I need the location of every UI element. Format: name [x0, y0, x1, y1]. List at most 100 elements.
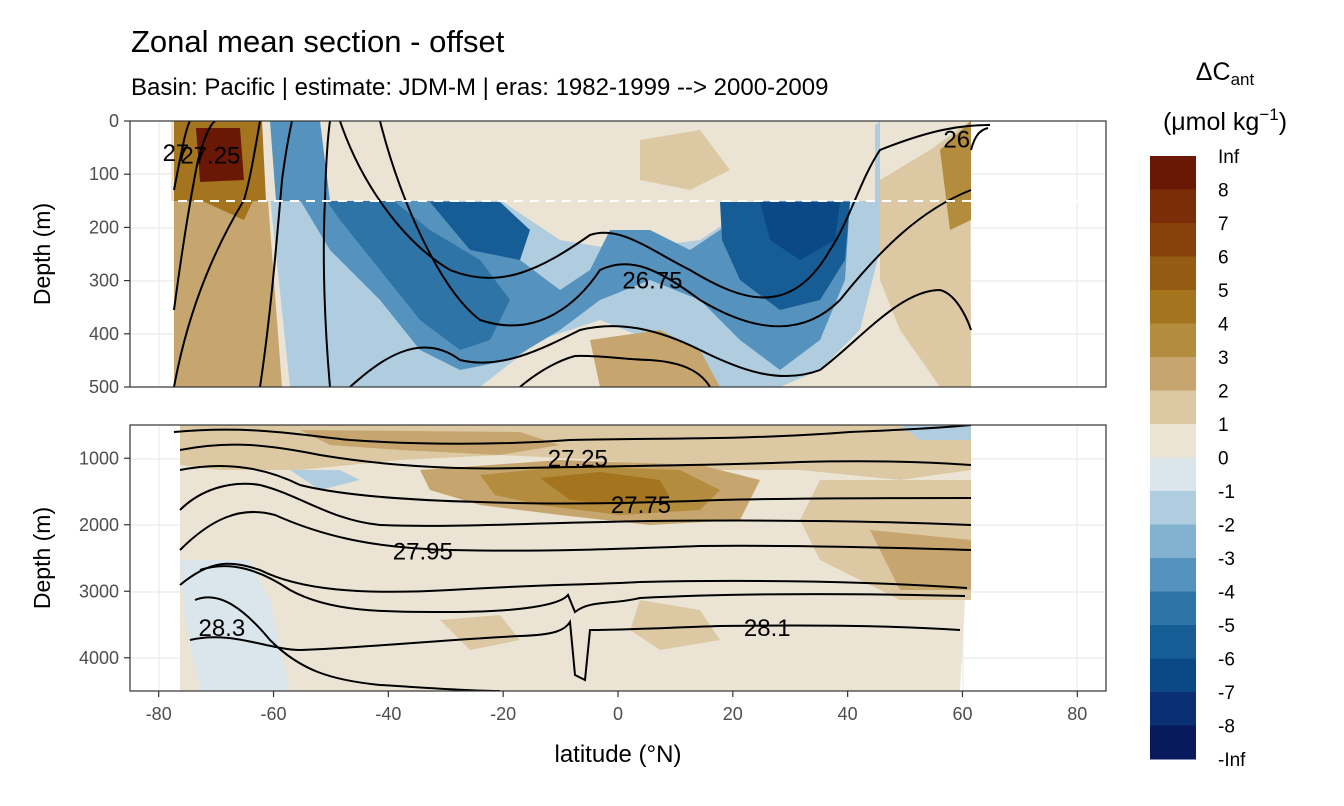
isopycnal-line	[339, 121, 991, 299]
legend-color-swatch	[1150, 323, 1196, 358]
legend-bin-label: -1	[1218, 482, 1235, 503]
field-positive-top-strong	[300, 430, 560, 455]
x-tick-label: 60	[952, 704, 972, 724]
legend-color-swatch	[1150, 457, 1196, 492]
legend-color-swatch	[1150, 357, 1196, 391]
legend-bin-label: 5	[1218, 281, 1229, 302]
legend-units-end: )	[1279, 108, 1287, 136]
y-tick-label: 0	[109, 111, 119, 131]
legend-color-swatch	[1150, 156, 1196, 190]
isopycnal-line	[349, 288, 972, 387]
isopycnal-line	[179, 443, 972, 470]
legend-bin-label: -Inf	[1218, 750, 1246, 771]
field-positive-north-strong	[940, 121, 971, 230]
legend-bins: Inf 8 7 6 5 4 3 2 1 0 -1 -2 -3 -4 -5 -6 -7 -8 -Inf	[1150, 147, 1246, 771]
legend-color-swatch	[1150, 558, 1196, 592]
y-tick-label: 2000	[79, 515, 119, 535]
upper-y-axis: 0 100 200 300 400 500	[89, 111, 130, 397]
legend-color-swatch	[1150, 223, 1196, 257]
legend-bin-label: 0	[1218, 449, 1229, 470]
legend-color-swatch	[1150, 189, 1196, 224]
legend-bin-label: -6	[1218, 650, 1235, 671]
isopycnal-line	[519, 354, 711, 387]
lower-anomaly-field	[180, 425, 971, 691]
y-tick-label: 3000	[79, 581, 119, 601]
y-tick-label: 400	[89, 324, 119, 344]
legend-units-superscript: −1	[1259, 105, 1278, 124]
isopycnal-line	[970, 127, 989, 151]
legend-bin-label: -7	[1218, 683, 1235, 704]
field-positive-deep-west	[440, 615, 520, 650]
legend-color-swatch	[1150, 591, 1196, 626]
y-tick-label: 300	[89, 271, 119, 291]
legend-units-main: (μmol kg	[1163, 108, 1259, 136]
legend-color-swatch	[1150, 424, 1196, 458]
field-mixed-layer-neg	[270, 121, 330, 201]
y-tick-label: 200	[89, 217, 119, 237]
isopycnal-line	[173, 121, 191, 191]
legend-bin-label: -4	[1218, 583, 1235, 604]
legend-bin-label: -3	[1218, 549, 1235, 570]
x-tick-label: -60	[261, 704, 287, 724]
isopycnal-line	[179, 510, 972, 552]
legend-bin-label: 4	[1218, 315, 1229, 336]
field-negative-core-west	[430, 202, 530, 260]
field-negative-south	[180, 560, 290, 691]
legend-color-swatch	[1150, 658, 1196, 693]
isopycnal-label: 26.75	[622, 268, 682, 295]
legend-bin-label: -5	[1218, 616, 1235, 637]
isopycnal-line	[173, 425, 972, 445]
isopycnal-line	[194, 596, 501, 691]
field-positive-core-max	[540, 472, 670, 505]
y-tick-label: 100	[89, 164, 119, 184]
legend: ΔCant (μmol kg−1) Inf 8 7 6 5 4 3 2 1 0 -1 -2 -3 -4 -5…	[1150, 58, 1287, 771]
legend-color-swatch	[1150, 625, 1196, 659]
isopycnal-line	[322, 121, 331, 387]
isopycnal-line	[199, 565, 966, 614]
legend-title: ΔCant	[1196, 58, 1255, 89]
chart-title: Zonal mean section - offset	[131, 24, 505, 59]
isopycnal-line	[179, 465, 972, 505]
legend-bin-label: 1	[1218, 415, 1229, 436]
isopycnal-line	[179, 562, 968, 593]
legend-bin-label: 7	[1218, 214, 1229, 235]
field-negative-max-east	[760, 202, 840, 260]
x-tick-label: -80	[146, 704, 172, 724]
legend-color-swatch	[1150, 290, 1196, 324]
x-tick-label: -40	[375, 704, 401, 724]
legend-bin-label: -8	[1218, 717, 1235, 738]
isopycnal-line	[379, 121, 972, 328]
x-tick-label: 0	[613, 704, 623, 724]
legend-bin-label: 3	[1218, 348, 1229, 369]
chart-subtitle: Basin: Pacific | estimate: JDM-M | eras:…	[131, 74, 829, 101]
field-mixed-layer-south-max	[196, 128, 244, 182]
legend-bin-label: -2	[1218, 516, 1235, 537]
isopycnal-label: 27.25	[548, 445, 608, 472]
isopycnal-line	[173, 121, 261, 387]
y-tick-label: 500	[89, 377, 119, 397]
isopycnal-line	[173, 121, 216, 311]
field-base	[180, 425, 971, 691]
isopycnal-label: 27.75	[611, 492, 671, 519]
field-positive-deep	[630, 600, 720, 650]
y-tick-label: 4000	[79, 648, 119, 668]
isopycnal-line	[179, 482, 972, 527]
isopycnal-line	[189, 618, 961, 682]
upper-anomaly-field	[171, 121, 971, 387]
lower-y-axis: 1000 2000 3000 4000	[79, 448, 130, 668]
legend-bin-label: 8	[1218, 181, 1229, 202]
field-negative-patch	[290, 470, 360, 490]
legend-color-swatch	[1150, 390, 1196, 425]
legend-color-swatch	[1150, 524, 1196, 559]
lower-isopycnals	[173, 425, 972, 691]
legend-color-swatch	[1150, 725, 1196, 760]
y-tick-label: 1000	[79, 448, 119, 468]
x-tick-label: 80	[1067, 704, 1087, 724]
legend-title-subscript: ant	[1231, 70, 1255, 89]
legend-color-swatch	[1150, 256, 1196, 291]
x-axis-title: latitude (°N)	[555, 741, 682, 768]
